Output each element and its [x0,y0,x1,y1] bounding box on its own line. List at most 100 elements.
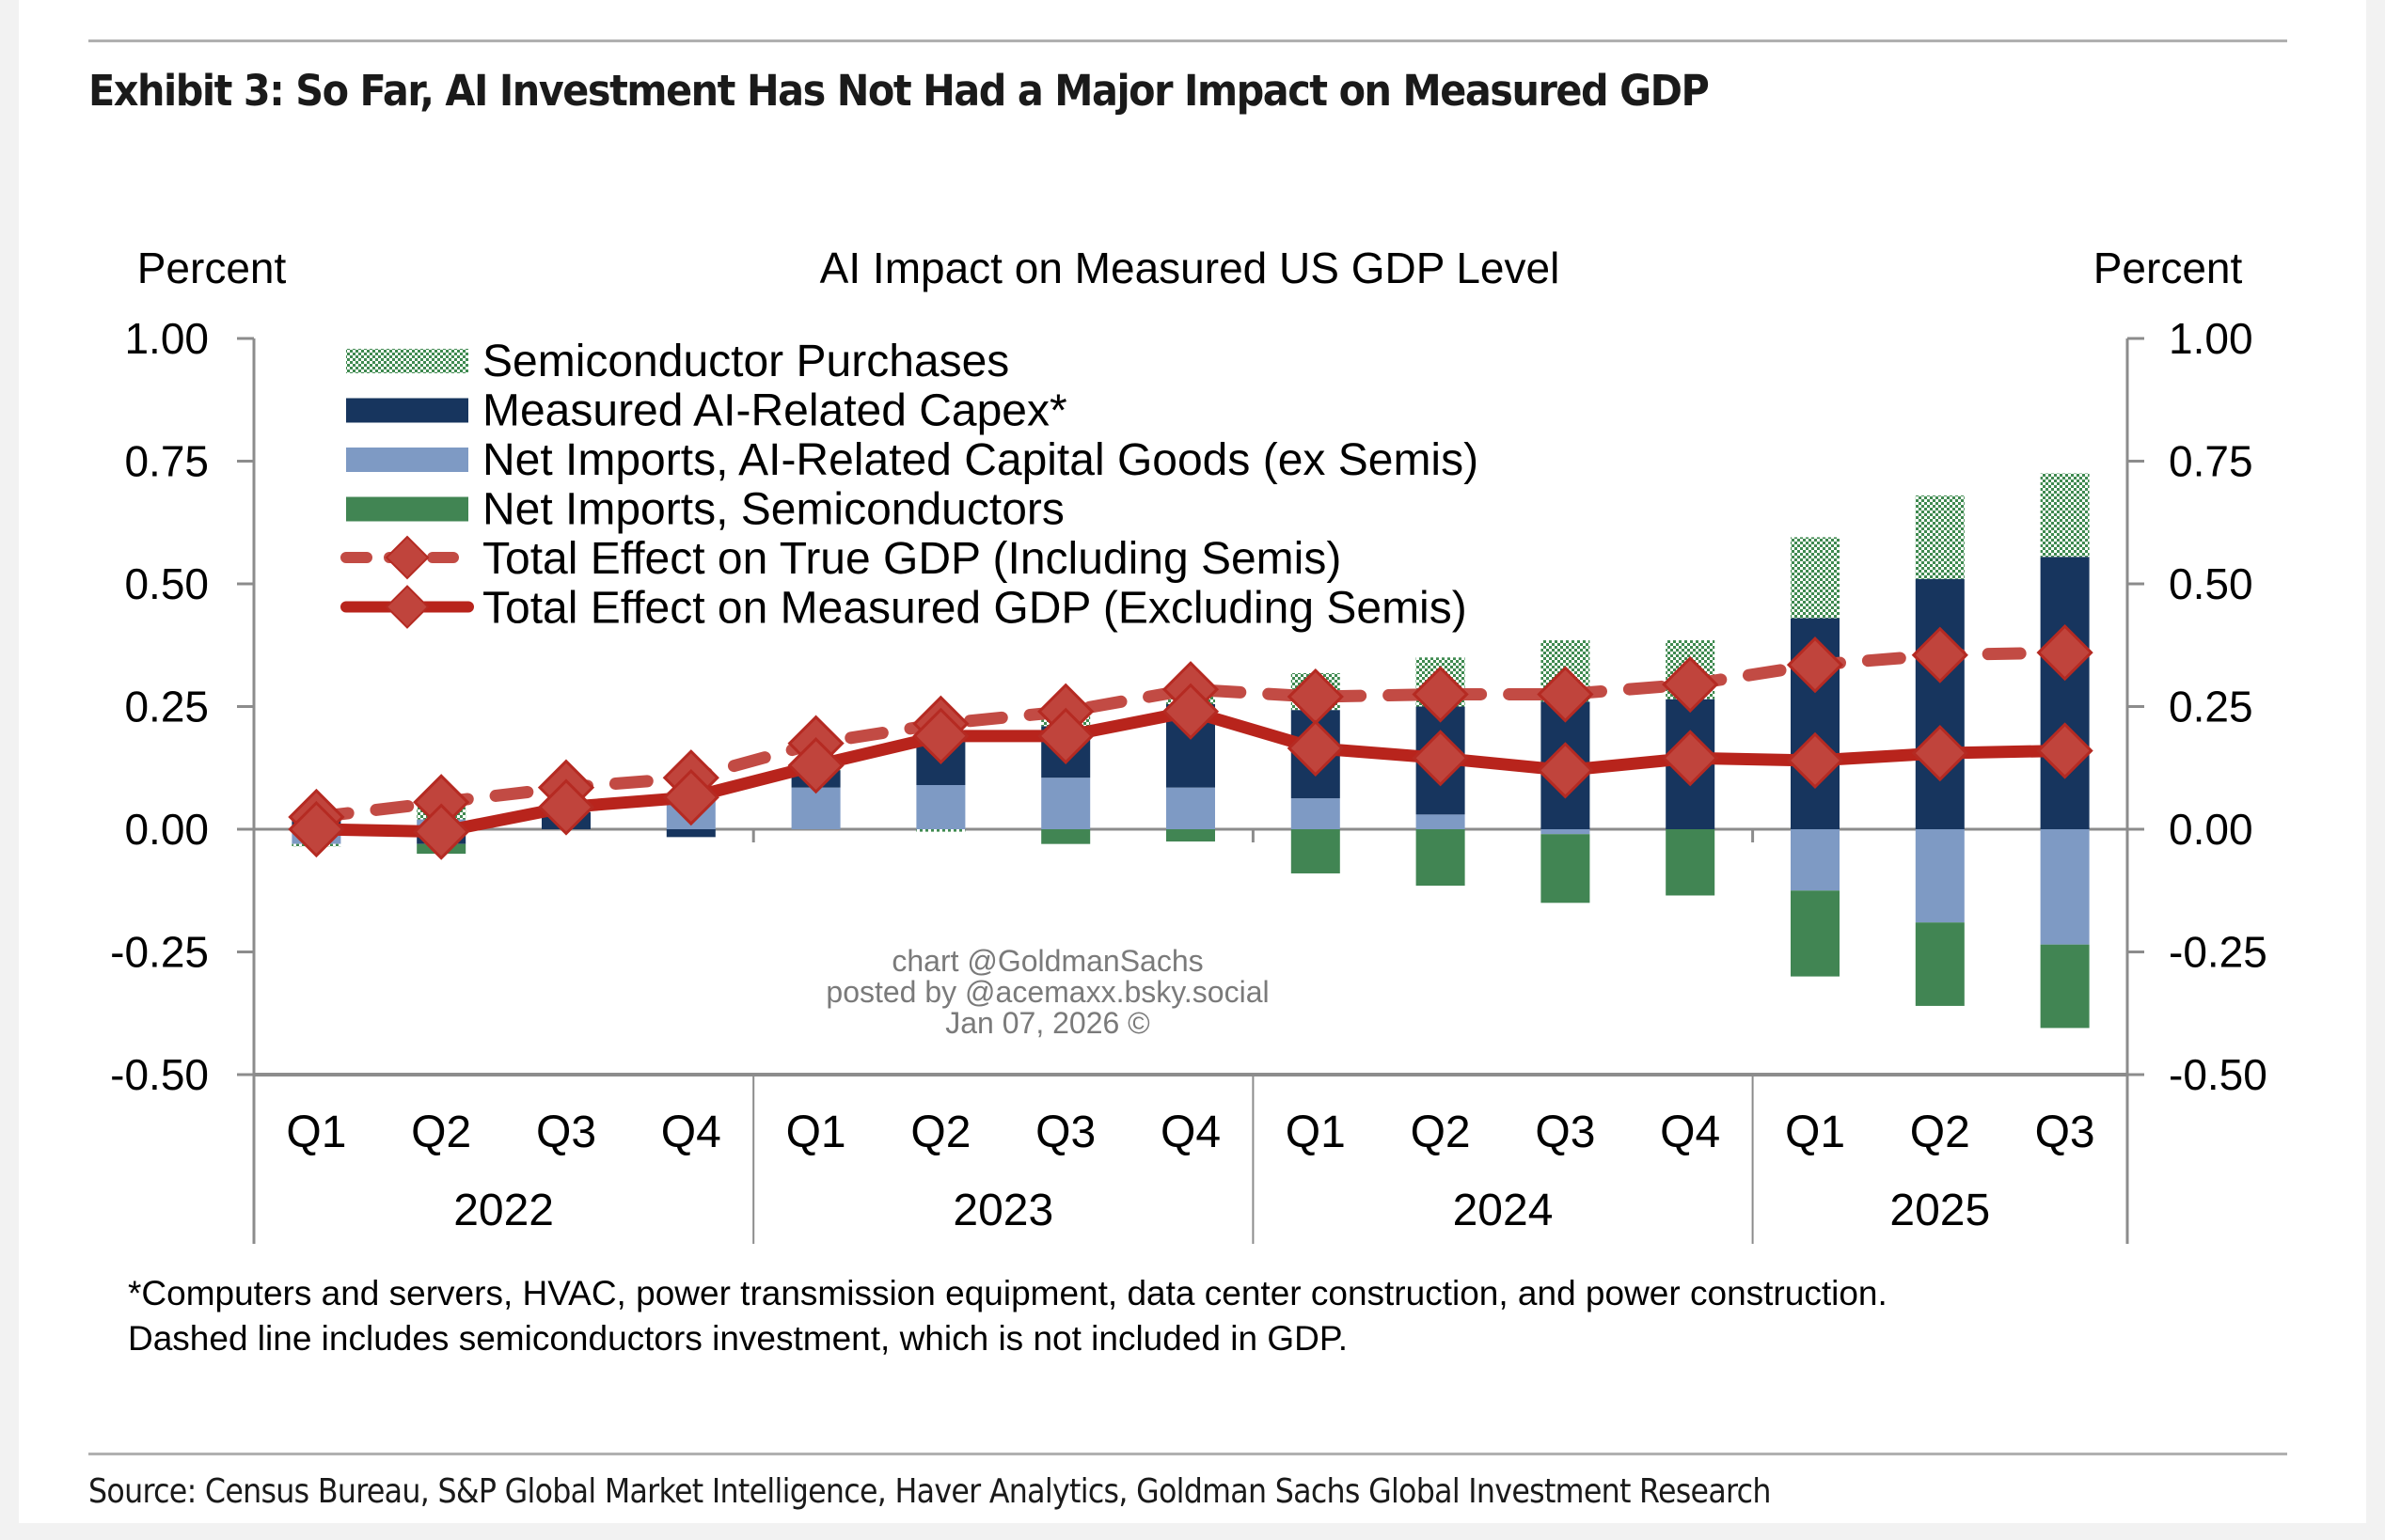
y-tick-label-right: -0.25 [2169,928,2267,977]
lines [288,623,2093,860]
legend-label: Measured AI-Related Capex* [482,386,1067,436]
net-imports-semis-bar [1041,829,1091,844]
measured-gdp-line-marker [2036,722,2093,779]
x-tick-label: Q2 [1910,1108,1970,1157]
net-imports-semis-bar [1666,829,1715,896]
x-year-label: 2025 [1889,1186,1990,1235]
watermark-line: Jan 07, 2026 © [945,1006,1150,1040]
net-imports-capital-goods-bar [916,785,966,829]
true-gdp-line-marker [1786,636,1844,694]
ai-capex-bar [666,829,716,838]
x-year-label: 2022 [453,1186,554,1235]
measured-gdp-line-marker [1786,731,1844,790]
y-tick-label-left: 0.75 [124,437,209,486]
x-tick-label: Q3 [1035,1108,1096,1157]
x-tick-label: Q3 [1535,1108,1595,1157]
measured-gdp-line-marker [1287,719,1344,777]
net-imports-semis-bar [1791,890,1840,977]
net-imports-capital-goods-bar [1166,787,1215,829]
legend-marker [385,585,430,629]
semiconductor-purchases-bar [1791,537,1840,619]
true-gdp-line-marker [1662,655,1719,714]
source-note: Source: Census Bureau, S&P Global Market… [88,1472,1771,1511]
legend-label: Net Imports, Semiconductors [482,485,1065,535]
measured-gdp-line-marker [1037,707,1095,764]
net-imports-semis-bar [2040,944,2090,1029]
x-tick-label: Q1 [1785,1108,1845,1157]
x-tick-label: Q2 [1411,1108,1471,1157]
ai-capex-bar [1915,578,1965,829]
watermark-line: posted by @acemaxx.bsky.social [826,975,1269,1009]
net-imports-capital-goods-bar [1415,814,1465,829]
legend-swatch [346,349,468,373]
net-imports-semis-bar [1166,829,1215,842]
legend-marker [385,535,430,580]
x-tick-label: Q4 [1161,1108,1221,1157]
x-year-label: 2023 [953,1186,1053,1235]
net-imports-capital-goods-bar [1290,798,1340,829]
x-tick-label: Q3 [2035,1108,2095,1157]
y-axis-label-right: Percent [2093,244,2243,292]
legend-label: Total Effect on Measured GDP (Excluding … [482,584,1467,634]
y-tick-label-left: 1.00 [124,314,209,363]
measured-gdp-line-marker [1537,742,1594,799]
x-tick-label: Q2 [910,1108,971,1157]
measured-gdp-line-marker [413,803,470,860]
y-tick-label-left: 0.25 [124,683,209,731]
net-imports-capital-goods-bar [1791,829,1840,891]
true-gdp-line-marker [2036,623,2093,682]
bottom-divider [88,1453,2287,1455]
x-tick-label: Q1 [286,1108,346,1157]
semiconductor-purchases-bar [1915,495,1965,579]
y-tick-label-left: -0.25 [110,928,209,977]
measured-gdp-line-marker [1412,730,1469,787]
exhibit-title: Exhibit 3: So Far, AI Investment Has Not… [88,66,1710,116]
x-tick-label: Q1 [786,1108,846,1157]
y-tick-label-right: 0.00 [2169,805,2253,854]
net-imports-capital-goods-bar [791,787,841,829]
y-tick-label-right: 0.25 [2169,683,2253,731]
axes: 1.00 1.00 0.75 0.75 0.50 0.50 0.25 0.25 0.00 0.00… [110,314,2267,1244]
x-tick-label: Q4 [661,1108,721,1157]
net-imports-semis-bar [1540,834,1590,904]
net-imports-semis-bar [1290,829,1340,873]
footnote-line-2: Dashed line includes semiconductors inve… [128,1319,1349,1358]
y-tick-label-left: 0.00 [124,805,209,854]
measured-gdp-line-marker [537,778,595,836]
top-divider [88,39,2287,42]
legend-label: Total Effect on True GDP (Including Semi… [482,534,1341,584]
legend-label: Net Imports, AI-Related Capital Goods (e… [482,435,1478,485]
net-imports-capital-goods-bar [1041,778,1091,829]
true-gdp-line-marker [1537,666,1594,723]
legend-swatch [346,398,468,423]
x-year-label: 2024 [1453,1186,1554,1235]
x-tick-label: Q1 [1286,1108,1346,1157]
x-tick-label: Q2 [411,1108,471,1157]
measured-gdp-line-marker [1662,730,1719,787]
measured-gdp-line-marker [288,800,345,858]
chart-title: AI Impact on Measured US GDP Level [820,244,1560,292]
y-axis-label-left: Percent [137,244,287,292]
y-tick-label-left: -0.50 [110,1050,209,1099]
net-imports-semis-bar [1915,922,1965,1006]
net-imports-capital-goods-bar [2040,829,2090,945]
legend-swatch [346,496,468,522]
measured-gdp-line-marker [1911,724,1968,782]
semiconductor-purchases-bar [2040,473,2090,558]
true-gdp-line [309,646,2072,824]
y-tick-label-right: 0.50 [2169,559,2253,608]
net-imports-capital-goods-bar [1540,829,1590,835]
ai-capex-bar [2040,557,2090,829]
semiconductor-purchases-bar [916,829,966,832]
net-imports-capital-goods-bar [1915,829,1965,923]
true-gdp-line-marker [1412,666,1469,723]
true-gdp-line-marker [1911,626,1968,684]
footnote-line-1: *Computers and servers, HVAC, power tran… [128,1274,1887,1312]
legend-label: Semiconductor Purchases [482,337,1009,386]
y-tick-label-right: 1.00 [2169,314,2253,363]
measured-gdp-line-marker [912,707,970,764]
measured-gdp-line-marker [662,768,719,826]
measured-gdp-line-marker [1161,683,1220,740]
